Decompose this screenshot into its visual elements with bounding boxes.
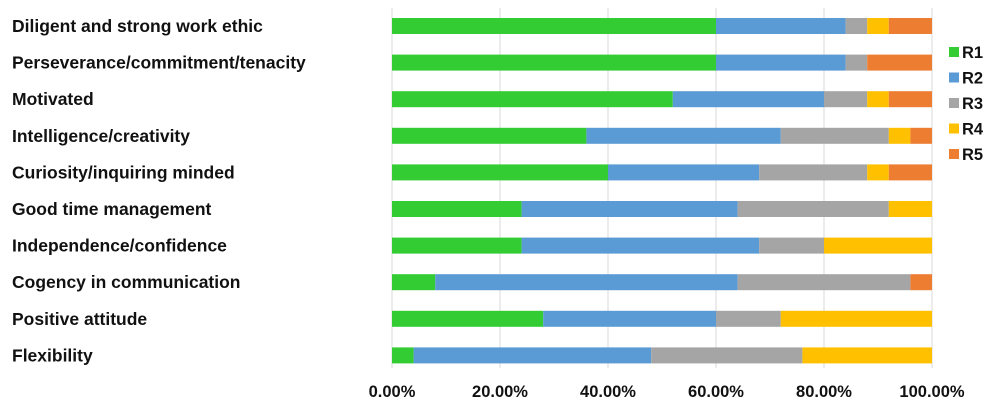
bar-segment — [392, 201, 522, 217]
bar-segment — [910, 127, 932, 144]
bar-segment — [521, 237, 760, 254]
bar-segment — [845, 54, 868, 71]
bar-segment — [392, 91, 673, 108]
category-label: Intelligence/creativity — [12, 126, 190, 146]
bar-segment — [392, 18, 716, 34]
bar-segment — [392, 127, 587, 144]
bar-segment — [716, 54, 846, 71]
legend-swatch — [949, 149, 959, 159]
bar-segment — [845, 18, 868, 34]
bar-segment — [910, 274, 932, 291]
bar-segment — [521, 201, 738, 217]
bar-segment — [867, 164, 889, 181]
bar-segment — [867, 91, 889, 108]
bar-segment — [651, 347, 803, 364]
bar-segment — [737, 201, 889, 217]
legend: R1 R2 R3 R4 R5 — [949, 44, 984, 164]
bar-segment — [824, 91, 868, 108]
category-label: Good time management — [12, 199, 212, 219]
x-tick-label: 40.00% — [580, 383, 636, 401]
bar-segment — [716, 310, 781, 327]
bar-segment — [888, 91, 932, 108]
legend-label: R5 — [962, 146, 983, 164]
bar-segment — [867, 54, 932, 71]
bar-segment — [759, 164, 868, 181]
bar-segment — [392, 164, 608, 181]
bars — [392, 18, 932, 364]
x-tick-label: 0.00% — [369, 383, 416, 401]
bar-segment — [824, 237, 932, 254]
bar-segment — [392, 237, 522, 254]
x-tick-label: 100.00% — [899, 383, 964, 401]
bar-segment — [780, 310, 932, 327]
x-tick-label: 80.00% — [796, 383, 852, 401]
bar-segment — [888, 164, 932, 181]
category-labels: Diligent and strong work ethic Perseveran… — [12, 16, 306, 365]
legend-label: R2 — [962, 70, 983, 88]
bar-segment — [435, 274, 738, 291]
category-label: Independence/confidence — [12, 236, 227, 256]
bar-segment — [543, 310, 716, 327]
bar-segment — [586, 127, 781, 144]
legend-swatch — [949, 72, 959, 83]
x-axis-tick-labels: 0.00% 20.00% 40.00% 60.00% 80.00% 100.00% — [369, 383, 965, 401]
x-tick-label: 60.00% — [688, 383, 744, 401]
bar-segment — [802, 347, 932, 364]
bar-segment — [392, 310, 544, 327]
category-label: Motivated — [12, 89, 94, 109]
category-label: Diligent and strong work ethic — [12, 16, 263, 36]
category-label: Curiosity/inquiring minded — [12, 162, 235, 182]
bar-segment — [672, 91, 824, 108]
category-label: Cogency in communication — [12, 272, 241, 292]
bar-segment — [888, 18, 932, 34]
category-label: Positive attitude — [12, 309, 147, 329]
x-tick-label: 20.00% — [472, 383, 528, 401]
bar-segment — [392, 274, 436, 291]
bar-segment — [737, 274, 911, 291]
legend-label: R4 — [962, 121, 984, 139]
legend-label: R3 — [962, 95, 983, 113]
legend-swatch — [949, 98, 959, 108]
bar-segment — [716, 18, 846, 34]
bar-segment — [759, 237, 824, 254]
bar-segment — [392, 54, 716, 71]
legend-swatch — [949, 47, 959, 57]
bar-segment — [780, 127, 889, 144]
bar-segment — [867, 18, 889, 34]
bar-segment — [392, 347, 414, 364]
bar-segment — [608, 164, 760, 181]
bar-segment — [888, 201, 932, 217]
legend-label: R1 — [962, 44, 983, 62]
category-label: Flexibility — [12, 345, 93, 365]
category-label: Perseverance/commitment/tenacity — [12, 53, 306, 73]
bar-segment — [888, 127, 911, 144]
bar-segment — [413, 347, 652, 364]
legend-swatch — [949, 123, 959, 134]
